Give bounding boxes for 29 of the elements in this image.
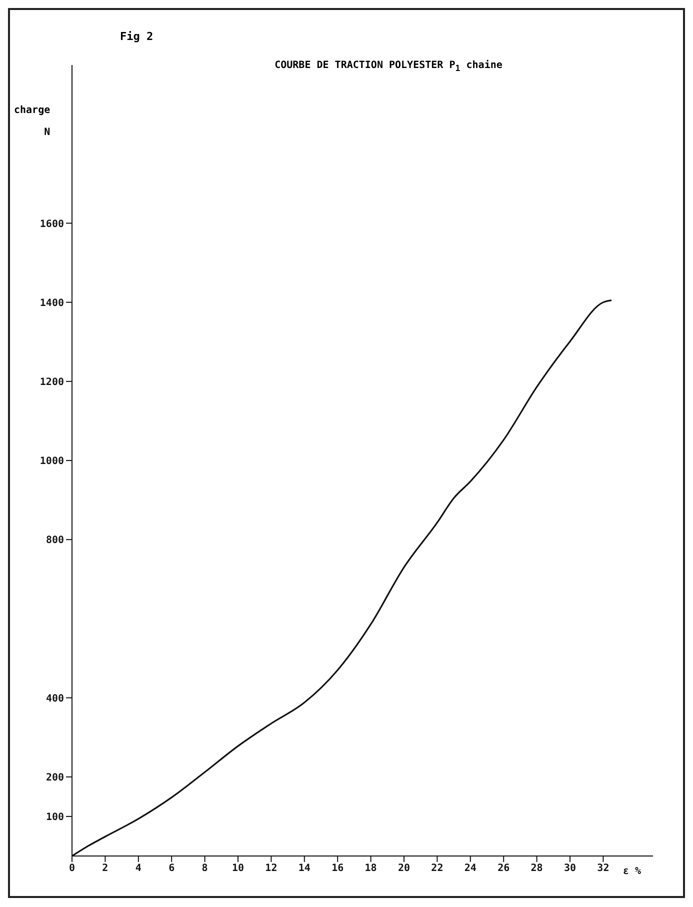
x-tick-label: 8 — [202, 863, 208, 874]
y-tick-label: 1200 — [40, 376, 64, 388]
y-axis-title: charge N — [14, 104, 50, 140]
y-tick-label: 1000 — [40, 456, 64, 468]
y-tick-label: 1400 — [40, 298, 64, 309]
x-tick-label: 26 — [498, 863, 510, 874]
x-tick-label: 22 — [431, 863, 444, 874]
x-tick-label: 32 — [597, 863, 610, 874]
x-tick-label: 2 — [102, 863, 108, 874]
y-tick-label: 800 — [46, 535, 64, 546]
x-tick-label: 18 — [364, 863, 377, 874]
x-tick-label: 28 — [530, 863, 543, 874]
y-tick-label: 200 — [46, 772, 64, 784]
x-tick-label: 24 — [464, 863, 476, 874]
x-tick-label: 0 — [68, 863, 76, 874]
x-tick-label: 20 — [398, 863, 410, 874]
x-tick-label: 16 — [332, 863, 344, 874]
x-tick-label: 6 — [168, 863, 175, 874]
y-tick-label: 400 — [46, 693, 64, 704]
chart-title: COURBE DE TRACTION POLYESTER P$_{1}$ chaine — [274, 60, 504, 73]
x-axis-title: ε % — [622, 866, 641, 877]
y-tick-label: 1600 — [40, 218, 64, 230]
x-tick-label: 10 — [232, 863, 244, 874]
x-tick-label: 14 — [298, 863, 310, 874]
x-tick-label: 12 — [265, 863, 278, 874]
x-tick-label: 4 — [135, 863, 142, 874]
x-tick-label: 30 — [564, 863, 576, 874]
y-tick-label: 100 — [46, 812, 64, 823]
caption: Fig 2 — [120, 30, 154, 43]
